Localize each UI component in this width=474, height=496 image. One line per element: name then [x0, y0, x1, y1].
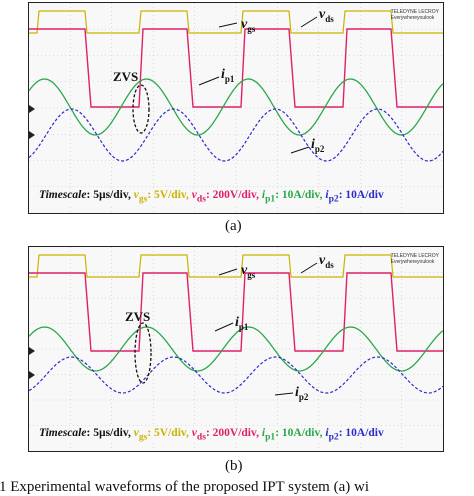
annotation-arrow [218, 22, 238, 28]
timescale-legend: Timescale: 5µs/div, vgs: 5V/div, vds: 20… [37, 427, 386, 443]
vgs-trace [29, 10, 443, 34]
label-ip2: ip2 [311, 137, 325, 154]
annotation-arrow [300, 16, 318, 28]
channel-marker [29, 131, 35, 139]
label-vds: vds [319, 253, 334, 270]
annotation-arrow [214, 322, 234, 332]
annotation-arrow [218, 268, 238, 276]
timescale-legend: Timescale: 5µs/div, vgs: 5V/div, vds: 20… [37, 189, 386, 205]
subfigure-label-b: (b) [225, 458, 243, 474]
subfigure-label-a: (a) [225, 218, 242, 234]
annotation-arrow [300, 262, 318, 274]
vds-trace [29, 272, 443, 352]
label-ip1: ip1 [221, 67, 235, 84]
ip1-trace [29, 326, 443, 372]
label-vds: vds [319, 7, 334, 24]
annotation-arrow [290, 146, 310, 154]
label-vgs: vgs [241, 263, 256, 280]
waveform-plot-a [29, 3, 443, 213]
scope-logo: TELEDYNE LECROY Everywhereyoulook [390, 9, 439, 21]
channel-marker [29, 105, 35, 113]
scope-logo: TELEDYNE LECROY Everywhereyoulook [390, 253, 439, 265]
label-ip1: ip1 [235, 315, 249, 332]
figure-caption: 11 Experimental waveforms of the propose… [0, 479, 369, 495]
waveform-plot-b [29, 247, 443, 451]
zvs-ellipse [134, 322, 152, 384]
ip2-trace [29, 108, 443, 162]
zvs-label: ZVS [113, 69, 139, 84]
zvs-label: ZVS [125, 309, 151, 324]
oscilloscope-panel-b: TELEDYNE LECROY Everywhereyoulook vgs vd… [28, 246, 444, 452]
label-vgs: vgs [241, 17, 256, 34]
channel-marker [29, 347, 35, 355]
annotation-arrow [274, 392, 294, 396]
ip2-trace [29, 356, 443, 394]
ip1-trace [29, 78, 443, 136]
label-ip2: ip2 [295, 385, 309, 402]
annotation-arrow [198, 76, 220, 86]
oscilloscope-panel-a: TELEDYNE LECROY Everywhereyoulook vgs vd… [28, 2, 444, 214]
channel-marker [29, 371, 35, 379]
zvs-ellipse [132, 84, 150, 134]
vgs-trace [29, 254, 443, 278]
